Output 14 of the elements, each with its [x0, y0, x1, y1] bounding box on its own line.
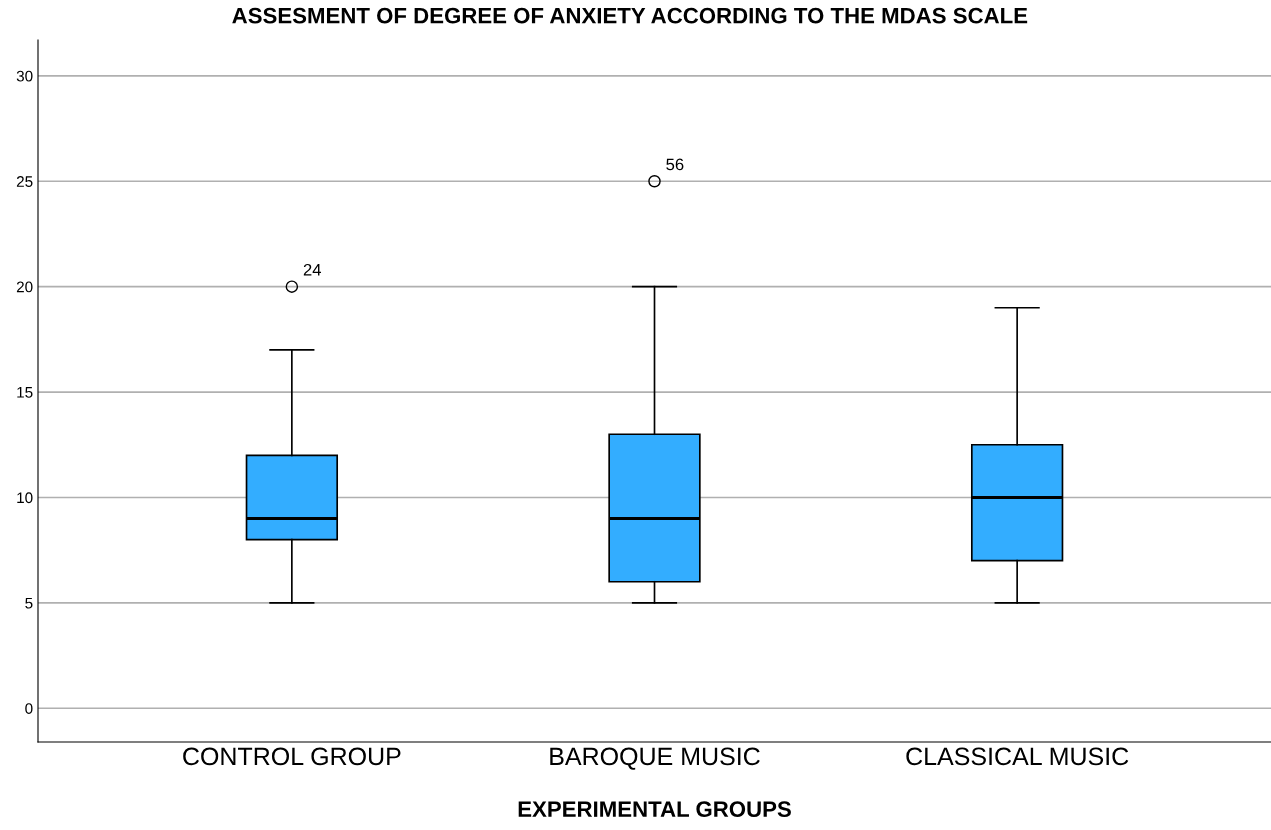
x-axis-title: EXPERIMENTAL GROUPS [518, 801, 791, 818]
x-tick-label: CLASSICAL MUSIC [906, 747, 1129, 766]
y-tick-label: 0 [25, 703, 33, 714]
y-tick-label: 15 [17, 387, 33, 398]
y-tick-label: 5 [25, 597, 33, 609]
x-tick-label: CONTROL GROUP [183, 747, 401, 766]
annotation: 56 [666, 158, 684, 171]
annotation: 24 [303, 263, 322, 276]
chart-title: ASSESMENT OF DEGREE OF ANXIETY ACCORDING TO THE MDAS SCALE [232, 7, 1028, 24]
x-tick-label: BAROQUE MUSIC [550, 747, 760, 770]
y-tick-label: 20 [16, 281, 33, 293]
y-tick-label: 30 [16, 70, 33, 82]
y-tick-label: 10 [17, 492, 33, 504]
y-tick-label: 25 [16, 176, 33, 187]
